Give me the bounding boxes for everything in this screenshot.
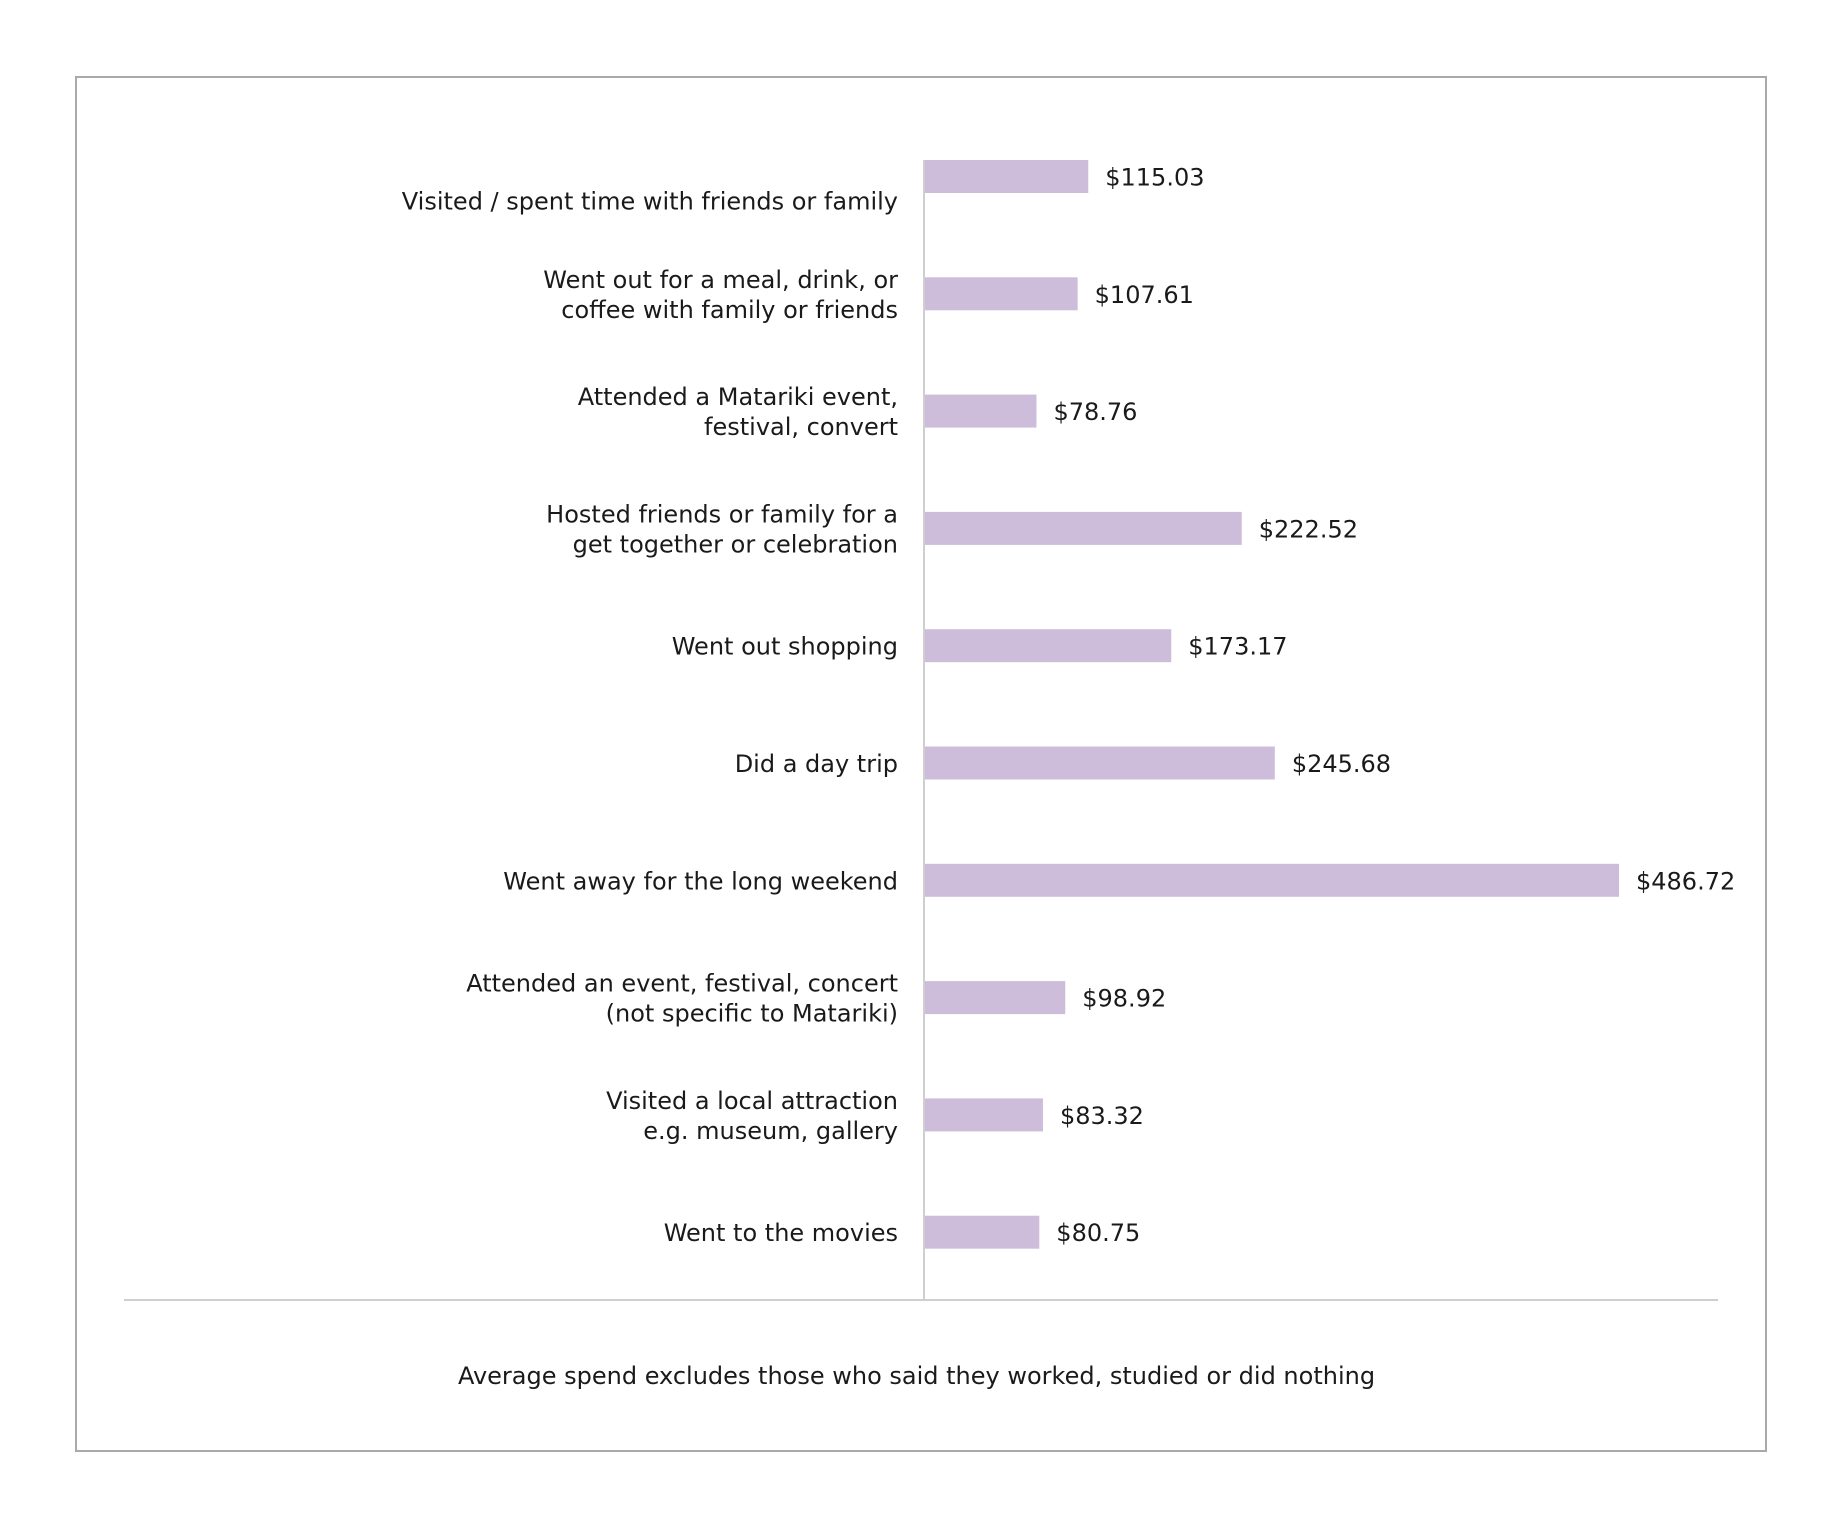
category-label-1: Visited / spent time with friends or fam…	[402, 188, 898, 216]
footnote: Average spend excludes those who said th…	[457, 1362, 1376, 1390]
bar-6	[924, 746, 1275, 780]
bar-2	[924, 277, 1078, 311]
category-label-line: e.g. museum, gallery	[643, 1117, 898, 1145]
category-label-line: Went to the movies	[664, 1219, 898, 1247]
bar-5	[924, 629, 1172, 663]
bar-8	[924, 981, 1066, 1015]
value-labels-group: $115.03 $107.61 $78.76 $222.52 $173.17 $245.6…	[1053, 164, 1735, 1248]
value-label-6: $245.68	[1292, 750, 1391, 778]
category-label-2: Went out for a meal, drink, or coffee wit…	[543, 266, 898, 324]
category-label-10: Went to the movies	[664, 1219, 898, 1247]
category-label-line: Hosted friends or family for a	[546, 500, 898, 528]
value-label-1: $115.03	[1105, 164, 1204, 192]
category-label-line: Attended a Matariki event,	[578, 383, 898, 411]
bar-7	[924, 863, 1619, 897]
value-label-10: $80.75	[1056, 1219, 1140, 1247]
category-label-5: Went out shopping	[672, 633, 898, 661]
category-label-line: Attended an event, festival, concert	[466, 970, 898, 998]
category-label-line: Visited / spent time with friends or fam…	[402, 188, 898, 216]
bar-1	[924, 160, 1089, 193]
value-label-7: $486.72	[1636, 867, 1735, 895]
value-label-9: $83.32	[1060, 1102, 1144, 1130]
category-label-line: (not specific to Matariki)	[606, 1000, 898, 1028]
bars-group	[924, 160, 1619, 1249]
category-label-line: Went away for the long weekend	[503, 867, 898, 895]
category-label-6: Did a day trip	[735, 750, 898, 778]
category-labels-group: Visited / spent time with friends or fam…	[402, 188, 898, 1248]
category-label-line: Visited a local attraction	[606, 1087, 898, 1115]
category-label-line: Went out for a meal, drink, or	[543, 266, 898, 294]
category-label-line: coffee with family or friends	[561, 296, 898, 324]
category-label-line: festival, convert	[704, 413, 898, 441]
category-label-3: Attended a Matariki event, festival, conv…	[578, 383, 898, 441]
category-label-9: Visited a local attraction e.g. museum, g…	[606, 1087, 898, 1145]
category-label-7: Went away for the long weekend	[503, 867, 898, 895]
category-label-line: get together or celebration	[573, 530, 898, 558]
value-label-8: $98.92	[1082, 985, 1166, 1013]
chart-frame	[75, 76, 1767, 1452]
category-label-8: Attended an event, festival, concert (not…	[466, 970, 898, 1028]
bar-9	[924, 1098, 1043, 1132]
category-label-line: Went out shopping	[672, 633, 898, 661]
bar-3	[924, 394, 1037, 428]
bar-4	[924, 511, 1242, 545]
category-label-line: Did a day trip	[735, 750, 898, 778]
value-label-4: $222.52	[1259, 515, 1358, 543]
category-label-4: Hosted friends or family for a get togeth…	[546, 500, 898, 558]
value-label-5: $173.17	[1188, 633, 1287, 661]
value-label-2: $107.61	[1095, 281, 1194, 309]
bar-10	[924, 1215, 1040, 1249]
value-label-3: $78.76	[1053, 398, 1137, 426]
